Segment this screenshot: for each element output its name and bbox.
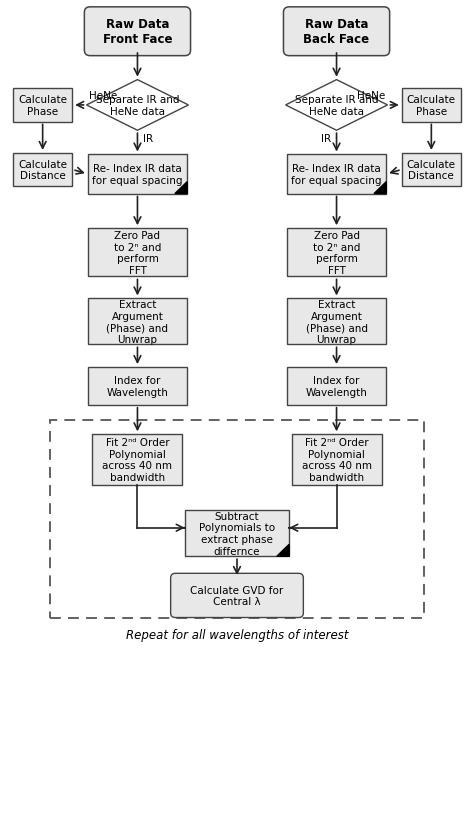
Polygon shape <box>277 545 289 556</box>
Text: Fit 2ⁿᵈ Order
Polynomial
across 40 nm
bandwidth: Fit 2ⁿᵈ Order Polynomial across 40 nm ba… <box>301 438 372 483</box>
Polygon shape <box>86 80 188 131</box>
Text: Zero Pad
to 2ⁿ and
perform
FFT: Zero Pad to 2ⁿ and perform FFT <box>114 231 161 276</box>
FancyBboxPatch shape <box>402 154 461 187</box>
Text: Separate IR and
HeNe data: Separate IR and HeNe data <box>295 95 378 117</box>
Text: Separate IR and
HeNe data: Separate IR and HeNe data <box>96 95 179 117</box>
Text: Index for
Wavelength: Index for Wavelength <box>306 376 367 397</box>
FancyBboxPatch shape <box>84 7 191 56</box>
Text: Subtract
Polynomials to
extract phase
differnce: Subtract Polynomials to extract phase di… <box>199 511 275 556</box>
Text: Fit 2ⁿᵈ Order
Polynomial
across 40 nm
bandwidth: Fit 2ⁿᵈ Order Polynomial across 40 nm ba… <box>102 438 173 483</box>
Text: IR: IR <box>143 133 153 143</box>
Text: Repeat for all wavelengths of interest: Repeat for all wavelengths of interest <box>126 628 348 642</box>
FancyBboxPatch shape <box>283 7 390 56</box>
Bar <box>50 421 424 619</box>
FancyBboxPatch shape <box>287 299 386 345</box>
FancyBboxPatch shape <box>88 156 187 195</box>
Text: Calculate
Phase: Calculate Phase <box>407 95 456 117</box>
FancyBboxPatch shape <box>92 435 182 485</box>
Text: HeNe: HeNe <box>89 91 117 101</box>
Text: Index for
Wavelength: Index for Wavelength <box>107 376 168 397</box>
Text: Zero Pad
to 2ⁿ and
perform
FFT: Zero Pad to 2ⁿ and perform FFT <box>313 231 360 276</box>
Text: HeNe: HeNe <box>357 91 385 101</box>
FancyBboxPatch shape <box>185 511 289 556</box>
FancyBboxPatch shape <box>287 368 386 405</box>
Text: IR: IR <box>321 133 331 143</box>
Text: Calculate GVD for
Central λ: Calculate GVD for Central λ <box>191 585 283 606</box>
Text: Raw Data
Front Face: Raw Data Front Face <box>103 18 172 46</box>
FancyBboxPatch shape <box>402 89 461 123</box>
Text: Extract
Argument
(Phase) and
Unwrap: Extract Argument (Phase) and Unwrap <box>306 300 367 344</box>
Text: Raw Data
Back Face: Raw Data Back Face <box>303 18 370 46</box>
Text: Calculate
Phase: Calculate Phase <box>18 95 67 117</box>
Text: Calculate
Distance: Calculate Distance <box>407 160 456 181</box>
Text: Extract
Argument
(Phase) and
Unwrap: Extract Argument (Phase) and Unwrap <box>107 300 168 344</box>
FancyBboxPatch shape <box>88 299 187 345</box>
Polygon shape <box>374 182 386 195</box>
FancyBboxPatch shape <box>13 154 72 187</box>
Polygon shape <box>175 182 187 195</box>
Polygon shape <box>285 80 387 131</box>
FancyBboxPatch shape <box>88 229 187 277</box>
FancyBboxPatch shape <box>287 229 386 277</box>
Text: Calculate
Distance: Calculate Distance <box>18 160 67 181</box>
FancyBboxPatch shape <box>88 368 187 405</box>
FancyBboxPatch shape <box>171 574 303 618</box>
Text: Re- Index IR data
for equal spacing: Re- Index IR data for equal spacing <box>292 164 382 185</box>
FancyBboxPatch shape <box>13 89 72 123</box>
FancyBboxPatch shape <box>292 435 382 485</box>
FancyBboxPatch shape <box>287 156 386 195</box>
Text: Re- Index IR data
for equal spacing: Re- Index IR data for equal spacing <box>92 164 182 185</box>
